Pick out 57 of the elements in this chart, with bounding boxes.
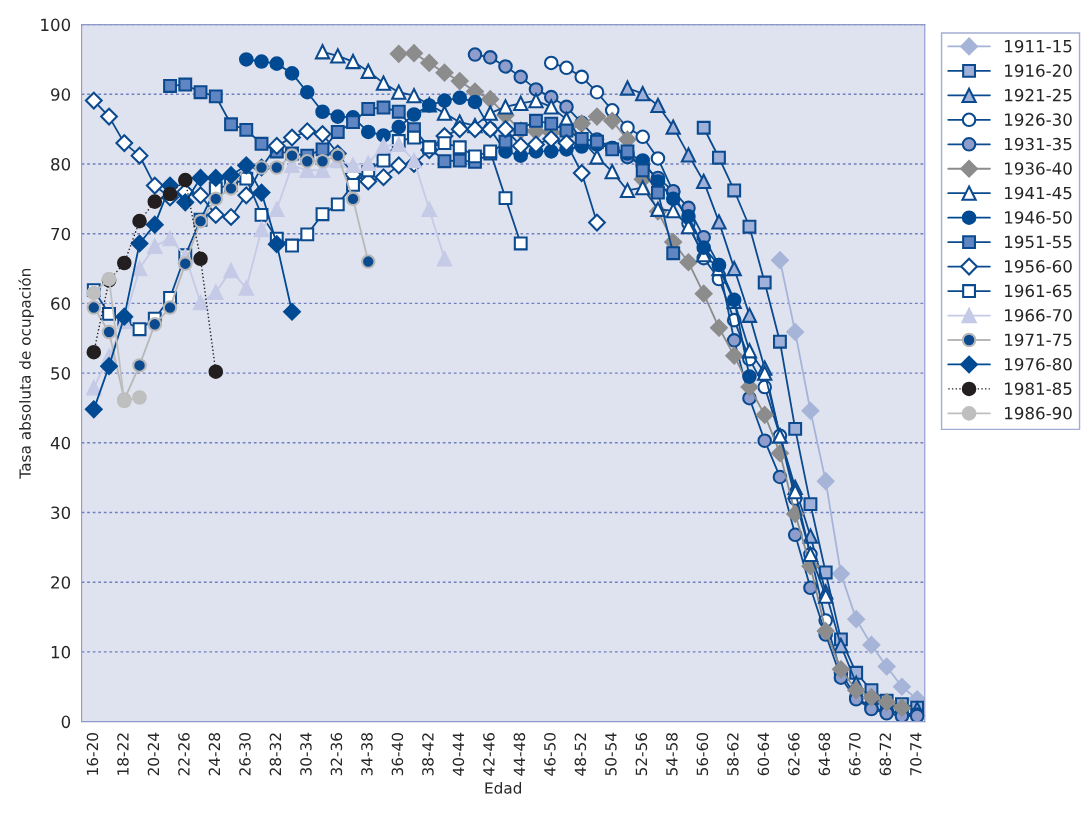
legend-label: 1986-90 [1005, 406, 1072, 420]
legend-label: 1981-85 [1005, 382, 1072, 395]
y-tick-label: 30 [51, 506, 71, 520]
legend-label: 1961-65 [1005, 284, 1072, 298]
x-tick-label: 32-36 [330, 732, 343, 776]
legend-label: 1921-25 [1005, 88, 1072, 102]
y-tick-label: 60 [51, 297, 71, 310]
x-tick-label: 44-48 [513, 733, 526, 776]
legend-label: 1926-30 [1005, 113, 1072, 126]
x-tick-label: 22-26 [178, 732, 190, 776]
x-tick-label: 54-58 [666, 733, 678, 776]
x-axis-title: Edad [485, 781, 522, 794]
x-tick-label: 68-72 [879, 733, 892, 776]
x-tick-label: 64-68 [818, 733, 831, 776]
x-tick-label: 52-56 [635, 732, 648, 776]
y-tick-label: 10 [51, 645, 71, 659]
legend-label: 1971-75 [1005, 333, 1072, 347]
x-tick-label: 30-34 [300, 732, 312, 776]
x-tick-label: 50-54 [605, 732, 617, 776]
x-tick-label: 16-20 [86, 733, 99, 775]
x-tick-label: 62-66 [788, 732, 800, 776]
legend-label: 1966-70 [1005, 308, 1072, 322]
y-tick-label: 40 [50, 436, 71, 450]
y-tick-label: 70 [51, 227, 71, 241]
y-tick-label: 100 [41, 18, 71, 32]
x-tick-label: 66-70 [849, 733, 861, 776]
x-tick-label: 38-42 [422, 733, 434, 776]
x-tick-label: 24-28 [208, 733, 221, 776]
y-tick-label: 20 [51, 576, 71, 589]
legend-label: 1941-45 [1005, 186, 1072, 200]
x-tick-label: 48-52 [574, 733, 587, 776]
x-tick-label: 56-60 [696, 733, 709, 776]
legend-label: 1911-15 [1005, 39, 1072, 53]
x-tick-label: 26-30 [239, 733, 251, 776]
x-tick-label: 46-50 [544, 733, 556, 776]
legend-label: 1951-55 [1005, 235, 1072, 249]
x-tick-label: 34-38 [361, 733, 373, 776]
x-tick-label: 42-46 [483, 732, 495, 776]
y-axis-title: Tasa absoluta de ocupación [18, 268, 34, 479]
legend-label: 1936-40 [1005, 162, 1072, 175]
x-tick-label: 18-22 [117, 733, 129, 775]
y-tick-label: 0 [61, 715, 71, 729]
x-tick-label: 58-62 [727, 733, 739, 776]
y-tick-label: 80 [51, 157, 71, 171]
legend-label: 1956-60 [1005, 260, 1072, 273]
x-tick-label: 36-40 [391, 733, 404, 776]
x-tick-label: 28-32 [269, 733, 282, 776]
x-tick-label: 20-24 [147, 732, 160, 776]
y-tick-label: 50 [51, 367, 71, 380]
y-tick-label: 90 [51, 88, 71, 101]
x-tick-label: 40-44 [452, 732, 465, 776]
legend-label: 1976-80 [1005, 357, 1072, 371]
x-tick-label: 60-64 [757, 732, 770, 776]
legend-label: 1946-50 [1005, 211, 1072, 224]
x-tick-label: 70-74 [910, 732, 922, 776]
legend-label: 1931-35 [1005, 137, 1072, 151]
legend-label: 1916-20 [1005, 64, 1072, 77]
